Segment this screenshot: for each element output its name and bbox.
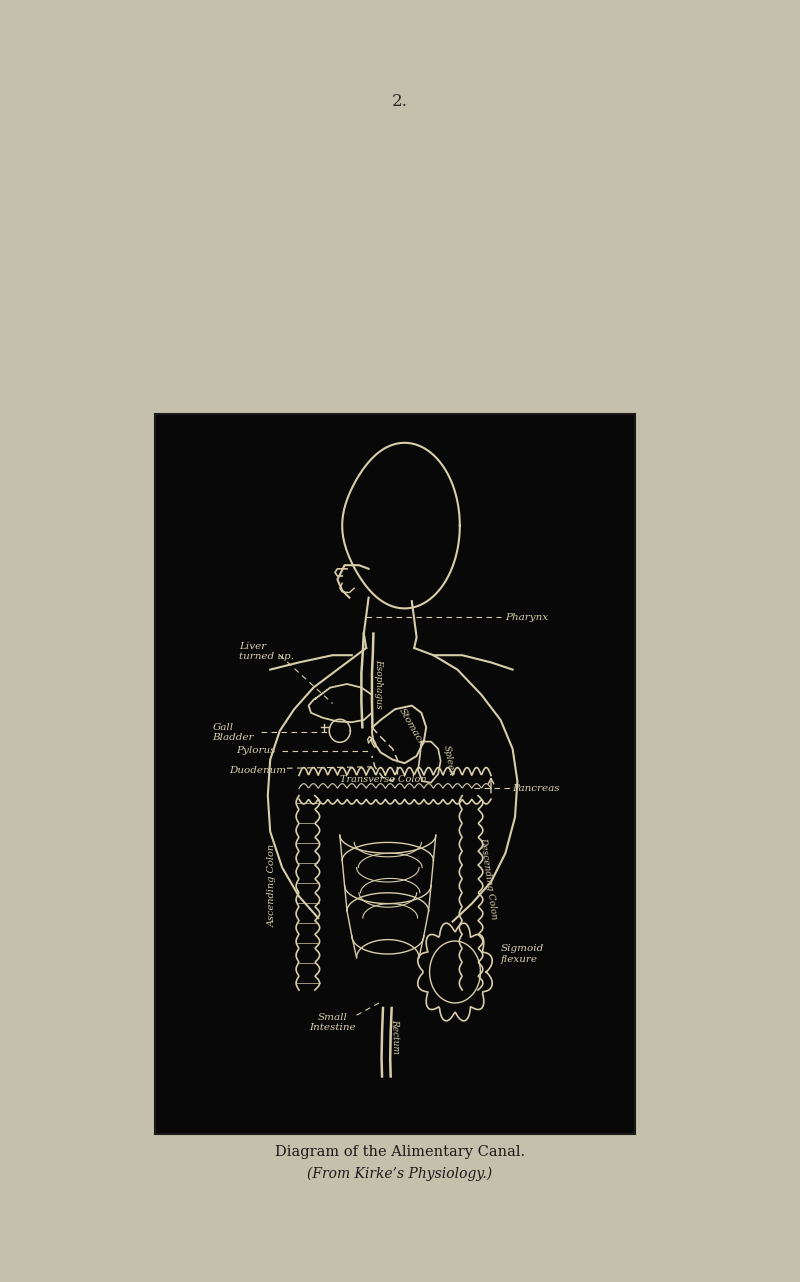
Text: Pylorus: Pylorus <box>237 746 276 755</box>
Text: Pharynx: Pharynx <box>506 613 549 622</box>
Text: (From Kirke’s Physiology.): (From Kirke’s Physiology.) <box>307 1167 493 1181</box>
Text: Gall
Bladder: Gall Bladder <box>213 723 254 742</box>
Text: Transverse Colon: Transverse Colon <box>340 774 426 783</box>
Text: Duodenum: Duodenum <box>230 765 286 774</box>
Text: Spleen: Spleen <box>442 745 456 777</box>
Text: Stomach: Stomach <box>397 706 426 749</box>
Text: Diagram of the Alimentary Canal.: Diagram of the Alimentary Canal. <box>275 1145 525 1159</box>
Text: Rectum: Rectum <box>390 1019 400 1055</box>
Text: Small
Intestine: Small Intestine <box>310 1013 356 1032</box>
Text: Pancreas: Pancreas <box>513 783 560 792</box>
Text: Esophagus: Esophagus <box>374 659 383 709</box>
Text: Liver
turned up.: Liver turned up. <box>239 642 294 662</box>
Text: Descending Colon: Descending Colon <box>478 837 499 920</box>
Text: Sigmoid
flexure: Sigmoid flexure <box>501 945 544 964</box>
Text: 2.: 2. <box>392 94 408 110</box>
Bar <box>155 414 635 1135</box>
Text: Ascending Colon: Ascending Colon <box>268 844 277 927</box>
